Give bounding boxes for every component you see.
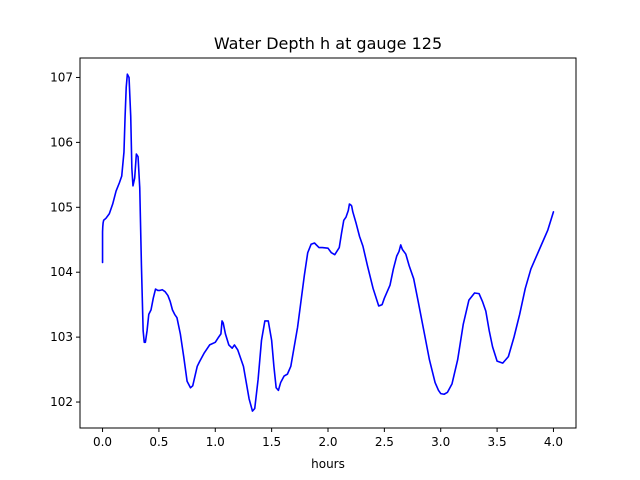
series-line-0 xyxy=(101,73,555,412)
x-tick-label: 3.0 xyxy=(431,435,450,449)
y-tick-label: 107 xyxy=(50,70,73,84)
x-axis-label: hours xyxy=(311,457,345,471)
x-tick-label: 0.0 xyxy=(93,435,112,449)
x-tick-label: 1.0 xyxy=(206,435,225,449)
chart-title: Water Depth h at gauge 125 xyxy=(214,34,442,53)
y-tick-label: 106 xyxy=(50,135,73,149)
y-tick-label: 102 xyxy=(50,395,73,409)
y-tick-label: 105 xyxy=(50,200,73,214)
x-tick-label: 3.5 xyxy=(488,435,507,449)
x-axis-ticks: 0.0 0.5 1.0 1.5 2.0 2.5 3.0 3.5 4.0 xyxy=(93,428,563,449)
x-tick-label: 4.0 xyxy=(544,435,563,449)
y-tick-label: 103 xyxy=(50,330,73,344)
x-tick-label: 1.5 xyxy=(262,435,281,449)
y-axis-ticks: 102 103 104 105 106 107 xyxy=(50,70,80,409)
plot-frame xyxy=(79,57,577,429)
x-tick-label: 2.0 xyxy=(318,435,337,449)
x-tick-label: 2.5 xyxy=(375,435,394,449)
y-tick-label: 104 xyxy=(50,265,73,279)
series-layer xyxy=(101,73,555,412)
x-tick-label: 0.5 xyxy=(149,435,168,449)
